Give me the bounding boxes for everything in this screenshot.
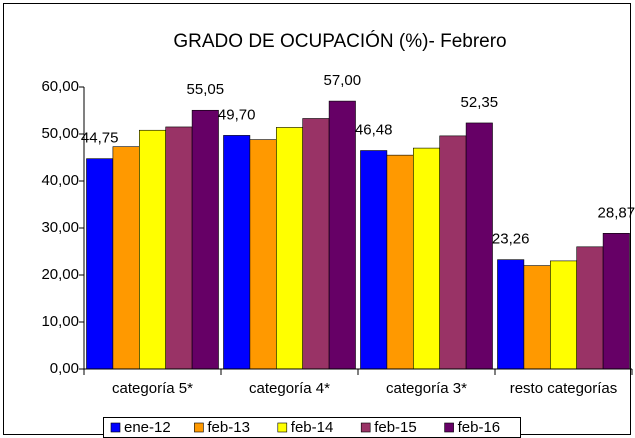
x-tick-label: resto categorías	[510, 380, 618, 397]
x-tick-label: categoría 3*	[386, 380, 467, 397]
bar	[275, 127, 303, 370]
bar	[497, 259, 525, 370]
y-tick-label: 20,00	[41, 266, 79, 283]
bar	[86, 158, 114, 370]
data-label: 52,35	[461, 94, 499, 111]
y-tick-label: 0,00	[50, 360, 79, 377]
legend-swatch	[444, 422, 454, 433]
y-tick-label: 50,00	[41, 125, 79, 142]
bar	[328, 100, 356, 370]
data-label: 57,00	[324, 72, 362, 89]
bar	[139, 129, 167, 370]
bar	[360, 150, 388, 370]
y-tick-label: 30,00	[41, 219, 79, 236]
data-label: 44,75	[81, 130, 119, 147]
data-label: 46,48	[355, 122, 393, 139]
bar	[576, 246, 604, 370]
legend-swatch	[277, 422, 288, 433]
y-tick-label: 40,00	[41, 172, 79, 189]
bar	[249, 139, 277, 370]
legend-label: feb-15	[374, 419, 417, 436]
x-tick-label: categoría 5*	[112, 380, 193, 397]
legend-label: feb-14	[291, 419, 334, 436]
legend-swatch	[360, 422, 371, 433]
bar	[412, 147, 440, 370]
chart-title: GRADO DE OCUPACIÓN (%)- Febrero	[173, 30, 506, 52]
y-tick-label: 60,00	[41, 78, 79, 95]
data-label: 23,26	[492, 231, 530, 248]
data-label: 28,87	[598, 204, 635, 221]
bar	[165, 126, 193, 370]
bar	[465, 122, 493, 370]
x-tick-label: categoría 4*	[249, 380, 330, 397]
data-label: 49,70	[218, 106, 256, 123]
bar	[223, 135, 251, 370]
legend-swatch	[194, 422, 204, 433]
legend-label: ene-12	[124, 419, 171, 436]
bar	[439, 135, 467, 370]
data-label: 55,05	[187, 81, 225, 98]
bar	[602, 233, 630, 370]
bar	[549, 260, 577, 370]
legend-label: feb-16	[458, 419, 501, 436]
bar	[386, 154, 414, 370]
legend-swatch	[110, 422, 121, 433]
bar	[302, 118, 330, 370]
bar	[112, 146, 140, 370]
bar	[523, 265, 551, 370]
bar	[191, 109, 219, 370]
legend-label: feb-13	[207, 419, 250, 436]
y-tick-label: 10,00	[41, 313, 79, 330]
